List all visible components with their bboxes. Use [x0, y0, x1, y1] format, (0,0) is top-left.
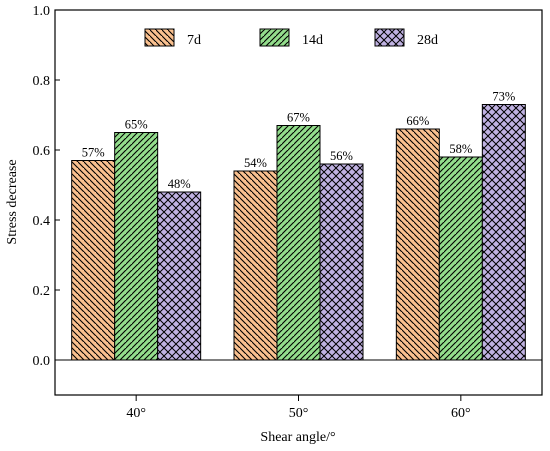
data-label: 56%: [330, 149, 353, 163]
data-label: 58%: [449, 142, 472, 156]
legend-label: 7d: [187, 33, 201, 48]
y-tick-label: 0.2: [33, 284, 51, 299]
bar-series: [71, 104, 526, 361]
data-label: 65%: [125, 118, 148, 132]
data-label: 57%: [82, 146, 105, 160]
y-tick-label: 0.8: [33, 74, 51, 89]
legend-swatch-hatch: [374, 28, 405, 47]
x-tick-label: 50°: [289, 406, 309, 421]
legend-swatch-hatch: [259, 28, 290, 47]
data-label: 66%: [406, 114, 429, 128]
bar-hatch: [276, 125, 321, 361]
data-labels: 57% 54% 66% 65% 67% 58% 48% 56% 73%: [82, 90, 516, 192]
legend-label: 14d: [302, 33, 323, 48]
y-tick-label: 0.6: [33, 144, 51, 159]
legend-label: 28d: [417, 33, 438, 48]
y-axis-title: Stress decrease: [5, 159, 20, 244]
x-axis-title: Shear angle/°: [260, 430, 335, 445]
bar-hatch: [114, 132, 159, 361]
bar-hatch: [71, 160, 116, 361]
x-axis-ticks: 40° 50° 60°: [126, 395, 471, 421]
legend: 7d 14d 28d: [144, 28, 438, 48]
bar-hatch: [438, 156, 483, 361]
y-tick-label: 0.4: [33, 214, 51, 229]
x-tick-label: 60°: [451, 406, 471, 421]
data-label: 54%: [244, 156, 267, 170]
bar-hatch: [233, 170, 278, 361]
bar-hatch: [395, 128, 440, 361]
bar-hatch: [319, 163, 364, 361]
legend-swatch-hatch: [144, 28, 175, 47]
y-tick-label: 0.0: [33, 354, 51, 369]
y-tick-label: 1.0: [33, 4, 51, 19]
x-tick-label: 40°: [126, 406, 146, 421]
bar-hatch: [157, 191, 202, 361]
y-axis-ticks: 0.0 0.2 0.4 0.6 0.8 1.0: [33, 4, 60, 369]
data-label: 73%: [492, 90, 515, 104]
bar-hatch: [481, 104, 526, 361]
data-label: 67%: [287, 111, 310, 125]
data-label: 48%: [168, 177, 191, 191]
